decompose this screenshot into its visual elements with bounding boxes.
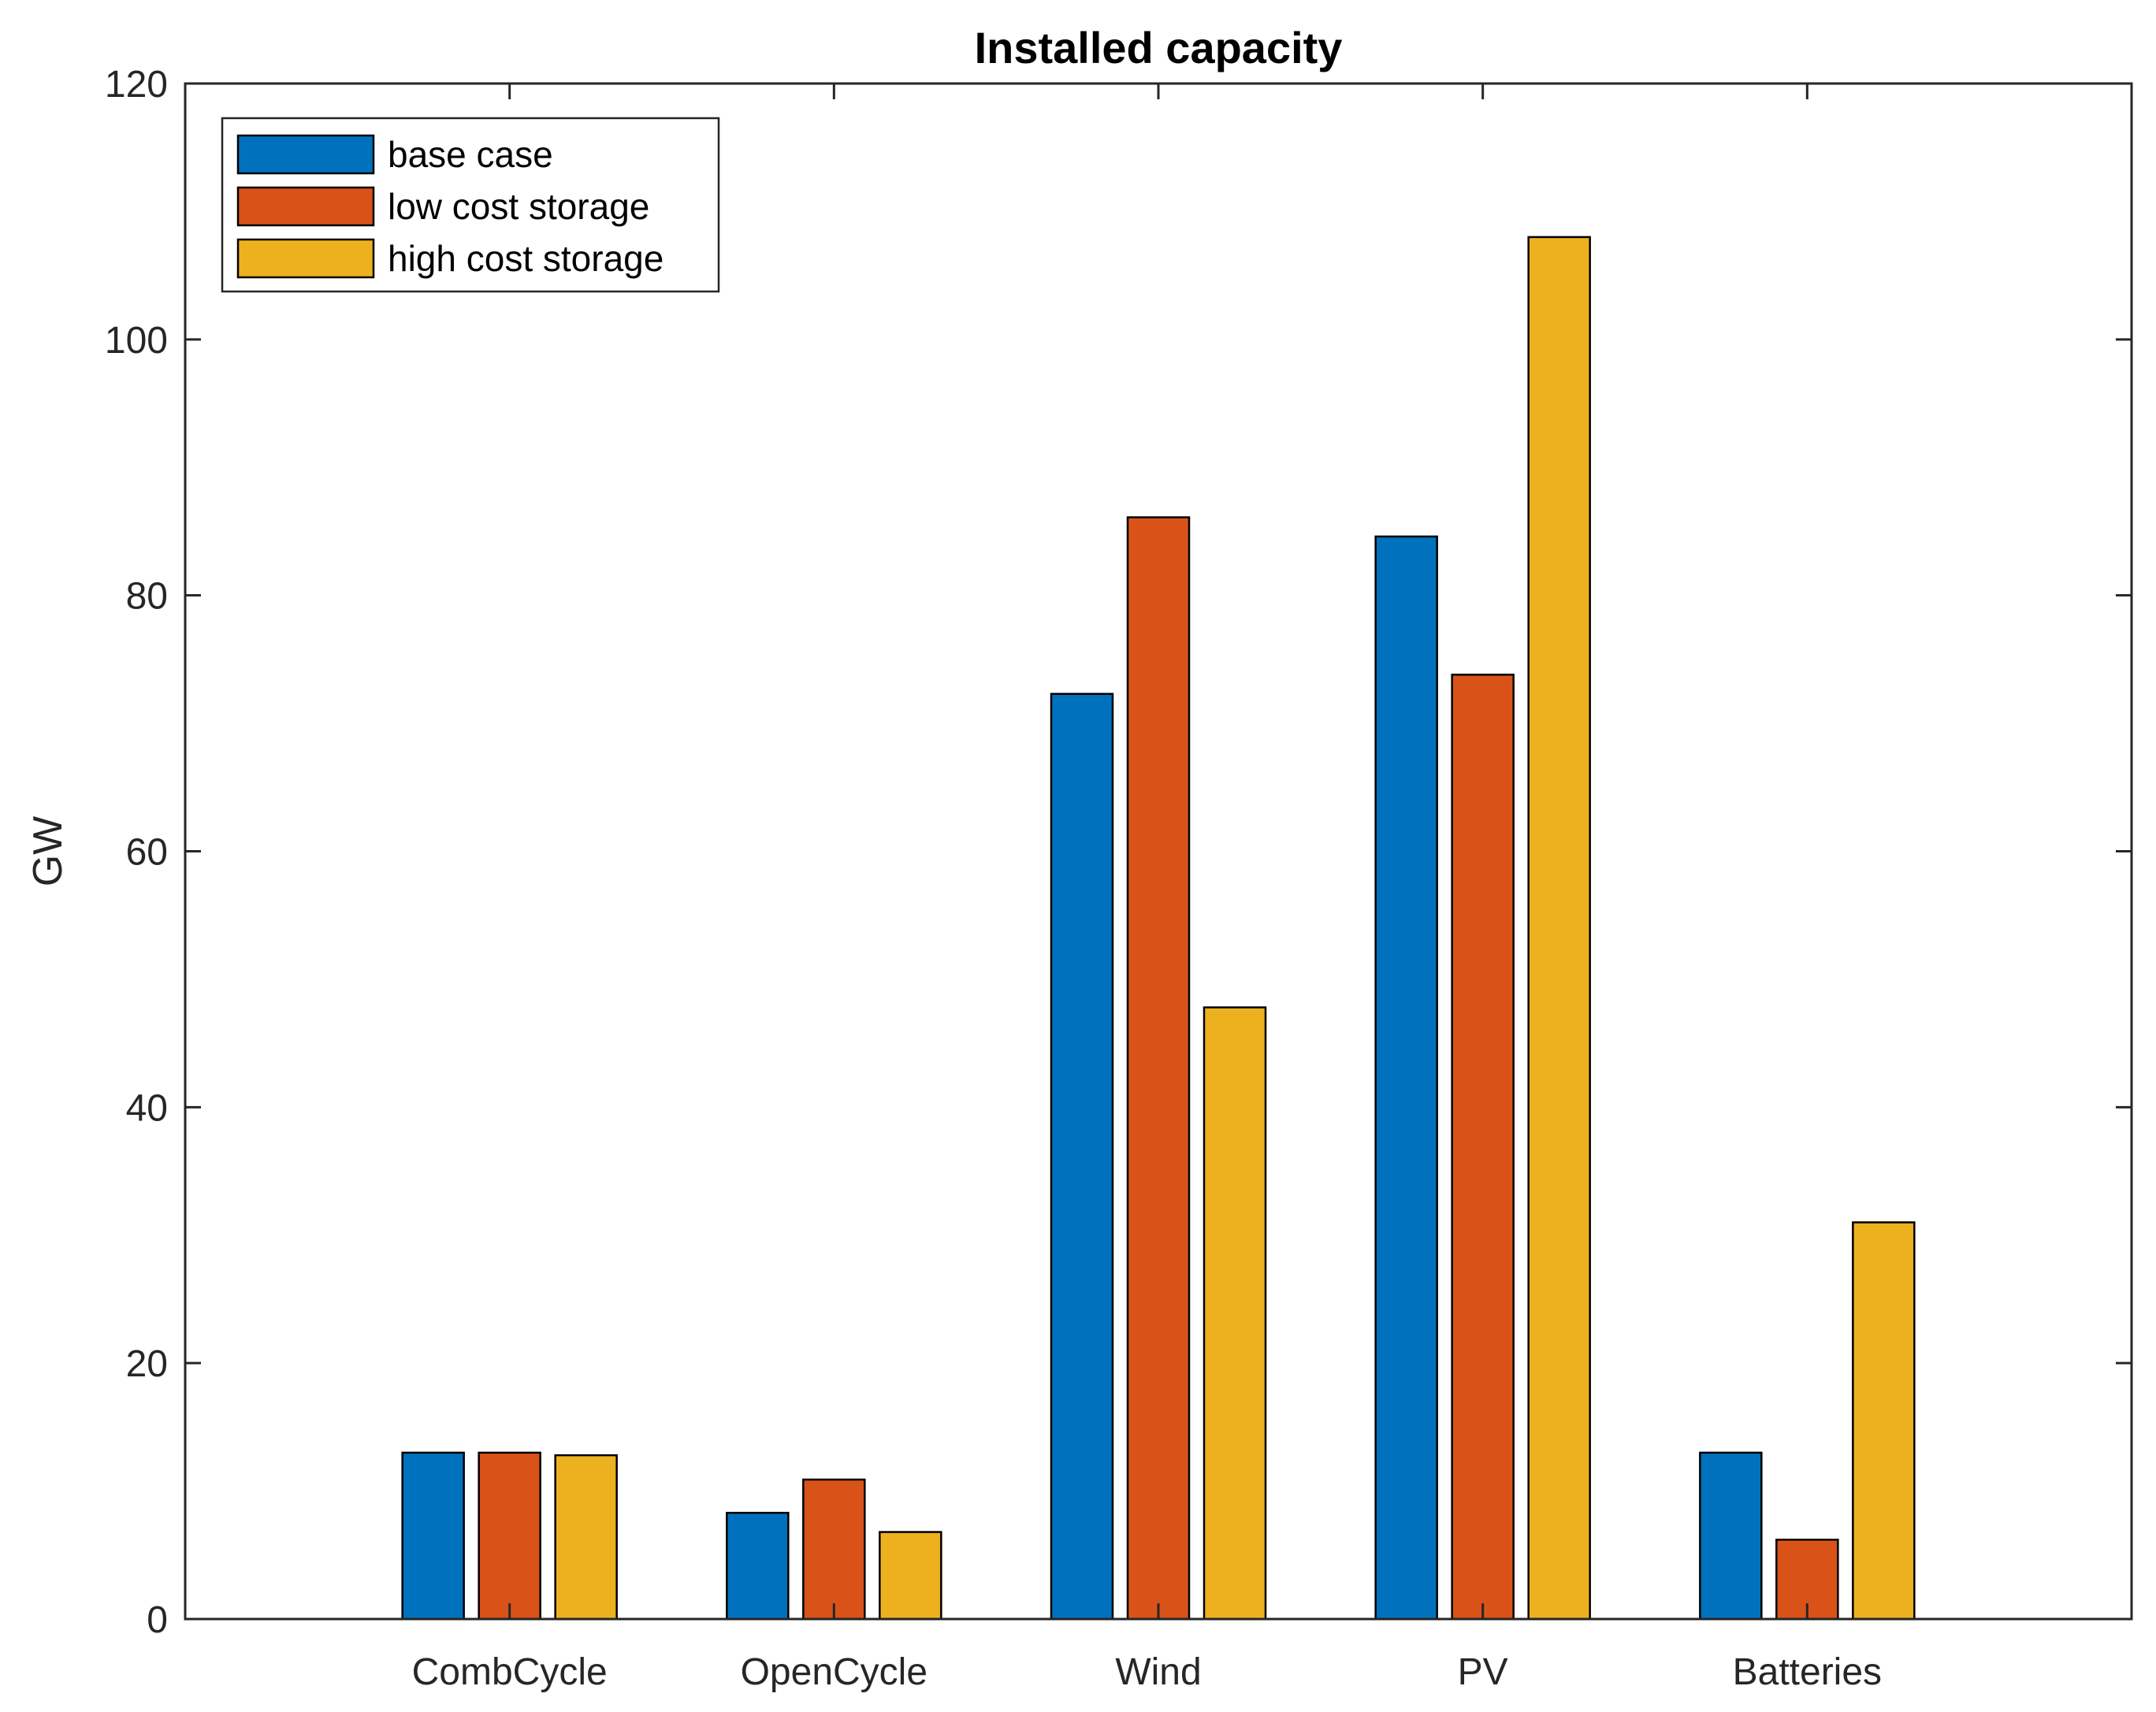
x-tick-label-combcycle: CombCycle: [412, 1651, 608, 1693]
legend-swatch-high-cost-storage: [236, 238, 375, 279]
bar-pv-base-case: [1374, 535, 1438, 1621]
axes-layer: 0 20 40 60 80 100 120 CombCycle OpenCycle Wind PV B…: [105, 64, 2133, 1693]
bar-wind-base-case: [1050, 693, 1114, 1621]
x-tick-label-pv: PV: [1458, 1651, 1508, 1693]
legend-swatch-base-case: [236, 134, 375, 175]
bar-opencycle-high-cost-storage: [879, 1531, 942, 1621]
bar-opencycle-low-cost-storage: [802, 1478, 866, 1621]
bar-batteries-high-cost-storage: [1852, 1221, 1916, 1621]
x-tick-label-opencycle: OpenCycle: [741, 1651, 927, 1693]
y-tick-label: 80: [126, 576, 168, 618]
y-tick-label: 60: [126, 832, 168, 874]
bar-opencycle-base-case: [726, 1511, 790, 1621]
bar-pv-low-cost-storage: [1451, 674, 1515, 1621]
y-tick-label: 120: [105, 64, 168, 106]
y-tick-label: 0: [147, 1599, 168, 1641]
y-tick-label: 100: [105, 320, 168, 362]
legend-swatch-low-cost-storage: [236, 186, 375, 227]
bar-combcycle-high-cost-storage: [554, 1454, 618, 1621]
legend: base case low cost storage high cost stora…: [221, 117, 720, 293]
bar-wind-high-cost-storage: [1203, 1006, 1267, 1621]
bar-wind-low-cost-storage: [1126, 516, 1191, 1621]
x-tick-label-batteries: Batteries: [1733, 1651, 1882, 1693]
legend-label: base case: [388, 134, 553, 175]
bar-pv-high-cost-storage: [1527, 236, 1591, 1621]
legend-label: low cost storage: [388, 186, 649, 227]
y-axis-label: GW: [25, 816, 71, 887]
bar-combcycle-low-cost-storage: [478, 1451, 541, 1621]
bar-batteries-base-case: [1699, 1451, 1763, 1621]
bars-layer: [401, 236, 1916, 1621]
legend-label: high cost storage: [388, 238, 664, 279]
y-tick-label: 40: [126, 1087, 168, 1129]
x-tick-label-wind: Wind: [1115, 1651, 1201, 1693]
y-tick-label: 20: [126, 1343, 168, 1385]
chart-title: Installed capacity: [975, 23, 1343, 72]
bar-combcycle-base-case: [401, 1451, 465, 1621]
